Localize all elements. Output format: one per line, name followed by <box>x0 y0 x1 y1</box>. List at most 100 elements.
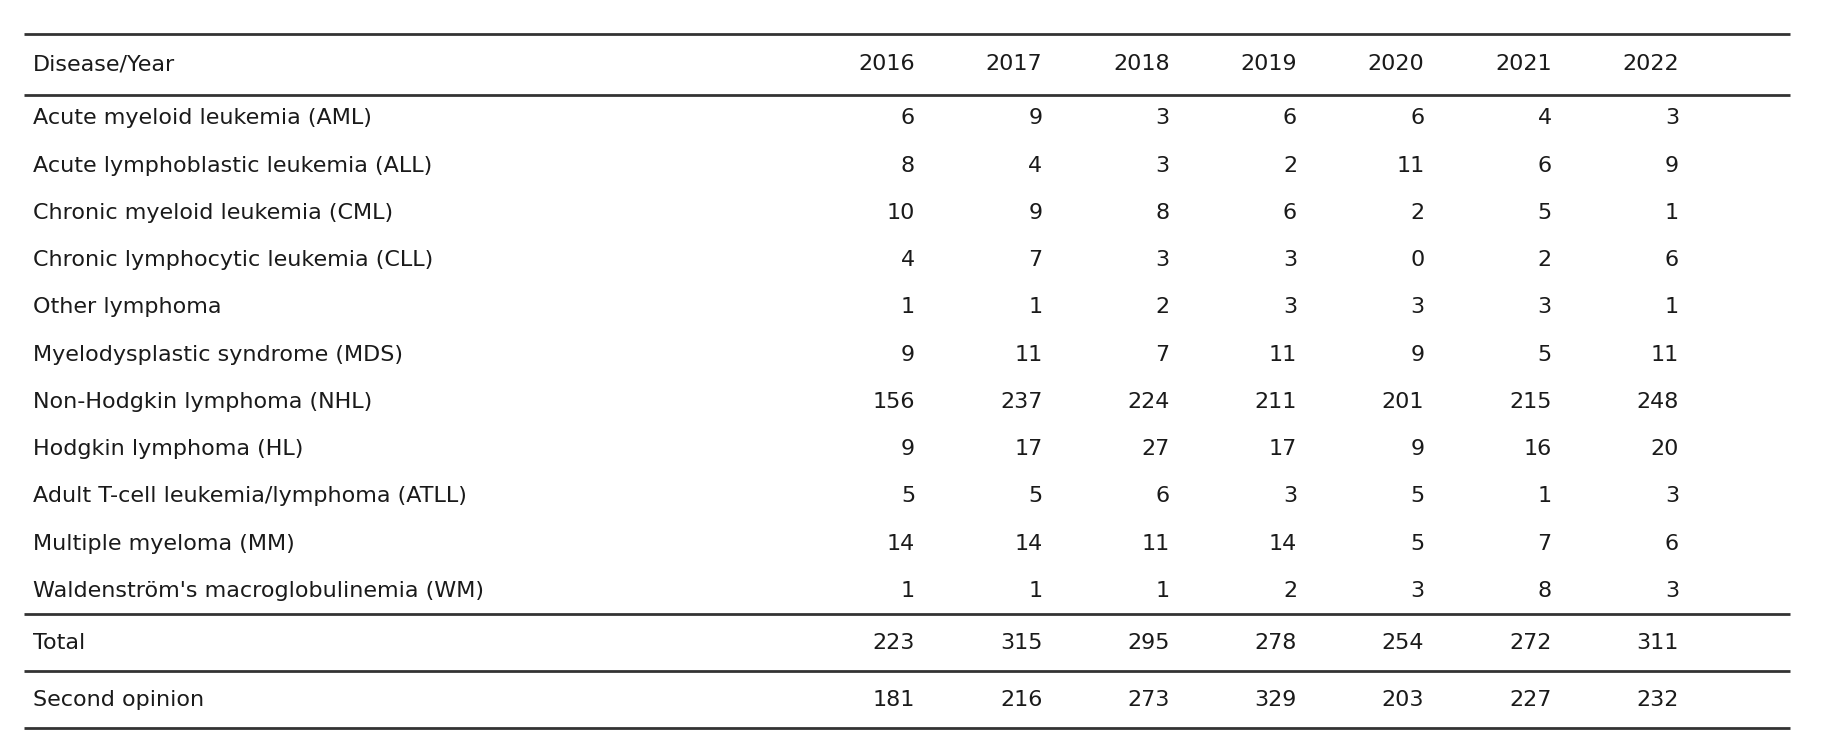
Text: 9: 9 <box>1028 203 1042 223</box>
Text: 0: 0 <box>1410 250 1424 270</box>
Text: 248: 248 <box>1637 392 1679 412</box>
Text: 6: 6 <box>1410 108 1424 128</box>
Text: 2017: 2017 <box>985 55 1042 74</box>
Text: 254: 254 <box>1382 633 1424 653</box>
Text: 27: 27 <box>1142 439 1170 459</box>
Text: 2: 2 <box>1282 580 1297 601</box>
Text: Hodgkin lymphoma (HL): Hodgkin lymphoma (HL) <box>33 439 304 459</box>
Text: 6: 6 <box>1282 108 1297 128</box>
Text: 6: 6 <box>900 108 915 128</box>
Text: 181: 181 <box>873 689 915 710</box>
Text: 272: 272 <box>1509 633 1552 653</box>
Text: 5: 5 <box>1537 344 1552 365</box>
Text: 6: 6 <box>1537 155 1552 176</box>
Text: 1: 1 <box>1028 580 1042 601</box>
Text: 2016: 2016 <box>858 55 915 74</box>
Text: 14: 14 <box>1269 533 1297 554</box>
Text: 1: 1 <box>900 580 915 601</box>
Text: Disease/Year: Disease/Year <box>33 55 175 74</box>
Text: 11: 11 <box>1651 344 1679 365</box>
Text: 2022: 2022 <box>1622 55 1679 74</box>
Text: 3: 3 <box>1664 108 1679 128</box>
Text: 9: 9 <box>1410 344 1424 365</box>
Text: 9: 9 <box>900 344 915 365</box>
Text: 11: 11 <box>1397 155 1424 176</box>
Text: 17: 17 <box>1269 439 1297 459</box>
Text: 4: 4 <box>1028 155 1042 176</box>
Text: 156: 156 <box>873 392 915 412</box>
Text: 273: 273 <box>1127 689 1170 710</box>
Text: 3: 3 <box>1537 297 1552 317</box>
Text: 3: 3 <box>1282 297 1297 317</box>
Text: 329: 329 <box>1255 689 1297 710</box>
Text: 2018: 2018 <box>1113 55 1170 74</box>
Text: 227: 227 <box>1509 689 1552 710</box>
Text: 2020: 2020 <box>1367 55 1424 74</box>
Text: 3: 3 <box>1282 250 1297 270</box>
Text: Total: Total <box>33 633 85 653</box>
Text: 1: 1 <box>1537 486 1552 506</box>
Text: 3: 3 <box>1155 108 1170 128</box>
Text: 5: 5 <box>1410 533 1424 554</box>
Text: 3: 3 <box>1282 486 1297 506</box>
Text: 1: 1 <box>1664 297 1679 317</box>
Text: 3: 3 <box>1664 580 1679 601</box>
Text: 9: 9 <box>1410 439 1424 459</box>
Text: 232: 232 <box>1637 689 1679 710</box>
Text: 9: 9 <box>1028 108 1042 128</box>
Text: 215: 215 <box>1509 392 1552 412</box>
Text: Acute lymphoblastic leukemia (ALL): Acute lymphoblastic leukemia (ALL) <box>33 155 432 176</box>
Text: 2021: 2021 <box>1494 55 1552 74</box>
Text: 3: 3 <box>1410 297 1424 317</box>
Text: 2: 2 <box>1410 203 1424 223</box>
Text: Adult T-cell leukemia/lymphoma (ATLL): Adult T-cell leukemia/lymphoma (ATLL) <box>33 486 467 506</box>
Text: 5: 5 <box>1028 486 1042 506</box>
Text: 315: 315 <box>1000 633 1042 653</box>
Text: 5: 5 <box>1537 203 1552 223</box>
Text: 4: 4 <box>1537 108 1552 128</box>
Text: 216: 216 <box>1000 689 1042 710</box>
Text: Acute myeloid leukemia (AML): Acute myeloid leukemia (AML) <box>33 108 373 128</box>
Text: 2: 2 <box>1537 250 1552 270</box>
Text: 6: 6 <box>1155 486 1170 506</box>
Text: Myelodysplastic syndrome (MDS): Myelodysplastic syndrome (MDS) <box>33 344 404 365</box>
Text: 211: 211 <box>1255 392 1297 412</box>
Text: 9: 9 <box>900 439 915 459</box>
Text: 2019: 2019 <box>1240 55 1297 74</box>
Text: 1: 1 <box>900 297 915 317</box>
Text: 2: 2 <box>1282 155 1297 176</box>
Text: 3: 3 <box>1155 155 1170 176</box>
Text: 223: 223 <box>873 633 915 653</box>
Text: 1: 1 <box>1028 297 1042 317</box>
Text: 16: 16 <box>1524 439 1552 459</box>
Text: Waldenström's macroglobulinemia (WM): Waldenström's macroglobulinemia (WM) <box>33 580 483 601</box>
Text: Multiple myeloma (MM): Multiple myeloma (MM) <box>33 533 295 554</box>
Text: 8: 8 <box>1537 580 1552 601</box>
Text: 278: 278 <box>1255 633 1297 653</box>
Text: 3: 3 <box>1664 486 1679 506</box>
Text: 14: 14 <box>887 533 915 554</box>
Text: 8: 8 <box>1155 203 1170 223</box>
Text: 6: 6 <box>1664 533 1679 554</box>
Text: Other lymphoma: Other lymphoma <box>33 297 221 317</box>
Text: 14: 14 <box>1015 533 1042 554</box>
Text: 2: 2 <box>1155 297 1170 317</box>
Text: 5: 5 <box>1410 486 1424 506</box>
Text: 10: 10 <box>887 203 915 223</box>
Text: 11: 11 <box>1015 344 1042 365</box>
Text: 3: 3 <box>1155 250 1170 270</box>
Text: Chronic myeloid leukemia (CML): Chronic myeloid leukemia (CML) <box>33 203 393 223</box>
Text: 17: 17 <box>1015 439 1042 459</box>
Text: 311: 311 <box>1637 633 1679 653</box>
Text: 237: 237 <box>1000 392 1042 412</box>
Text: 20: 20 <box>1651 439 1679 459</box>
Text: 11: 11 <box>1142 533 1170 554</box>
Text: 295: 295 <box>1127 633 1170 653</box>
Text: 203: 203 <box>1382 689 1424 710</box>
Text: 5: 5 <box>900 486 915 506</box>
Text: 7: 7 <box>1537 533 1552 554</box>
Text: 3: 3 <box>1410 580 1424 601</box>
Text: 7: 7 <box>1155 344 1170 365</box>
Text: Chronic lymphocytic leukemia (CLL): Chronic lymphocytic leukemia (CLL) <box>33 250 434 270</box>
Text: 4: 4 <box>900 250 915 270</box>
